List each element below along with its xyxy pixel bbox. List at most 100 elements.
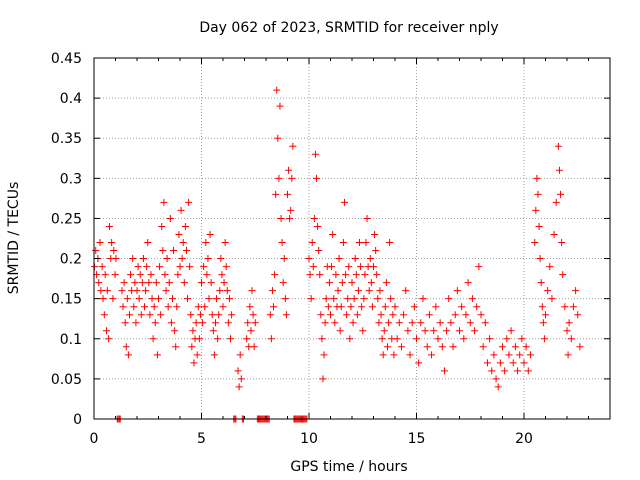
data-point (273, 86, 281, 94)
data-point (310, 214, 318, 222)
data-point (434, 335, 442, 343)
data-point (358, 303, 366, 311)
data-point (130, 303, 138, 311)
data-point (99, 295, 107, 303)
data-point (188, 343, 196, 351)
data-point (235, 383, 243, 391)
data-point (417, 319, 425, 327)
data-point (209, 327, 217, 335)
data-point (147, 271, 155, 279)
data-point (244, 319, 252, 327)
data-point (374, 295, 382, 303)
data-point (311, 150, 319, 158)
data-point (511, 343, 519, 351)
data-point (96, 239, 104, 247)
data-point (133, 287, 141, 295)
data-point (281, 295, 289, 303)
data-point (339, 239, 347, 247)
data-point (532, 206, 540, 214)
data-point (123, 295, 131, 303)
data-point (278, 239, 286, 247)
data-point (174, 271, 182, 279)
x-tick-label: 0 (90, 431, 99, 447)
data-point (119, 303, 127, 311)
data-point (129, 255, 137, 263)
data-point (146, 311, 154, 319)
data-point (397, 343, 405, 351)
data-point (356, 239, 364, 247)
data-point (375, 319, 383, 327)
data-point (187, 311, 195, 319)
data-point (158, 222, 166, 230)
y-tick-label: 0.15 (51, 292, 82, 308)
data-point (380, 327, 388, 335)
data-point (353, 311, 361, 319)
data-point (272, 190, 280, 198)
data-point (400, 311, 408, 319)
data-point (368, 303, 376, 311)
data-point (157, 311, 165, 319)
data-point (247, 327, 255, 335)
data-point (150, 303, 158, 311)
data-point (121, 319, 129, 327)
data-point (135, 295, 143, 303)
data-point (386, 239, 394, 247)
data-point (359, 327, 367, 335)
data-point (322, 295, 330, 303)
data-point (102, 327, 110, 335)
data-point (473, 303, 481, 311)
data-point (563, 327, 571, 335)
data-point (223, 287, 231, 295)
data-point (215, 311, 223, 319)
data-point (395, 319, 403, 327)
data-point (164, 303, 172, 311)
data-point (149, 335, 157, 343)
data-point (338, 279, 346, 287)
data-point (173, 303, 181, 311)
data-point (277, 214, 285, 222)
data-point (496, 359, 504, 367)
data-point (282, 311, 290, 319)
data-point (319, 375, 327, 383)
data-point (207, 279, 215, 287)
data-point (327, 311, 334, 319)
data-point (342, 271, 350, 279)
data-point (438, 343, 446, 351)
data-point (198, 279, 205, 287)
data-point (550, 230, 558, 238)
data-point (318, 335, 326, 343)
data-point (92, 247, 100, 255)
data-point (109, 295, 117, 303)
data-point (195, 335, 203, 343)
data-point (213, 295, 221, 303)
data-point (193, 351, 201, 359)
data-point (569, 303, 577, 311)
data-point (221, 239, 229, 247)
axis-ticks (93, 57, 611, 420)
data-point (501, 367, 509, 375)
chart-title: Day 062 of 2023, SRMTID for receiver npl… (199, 20, 498, 36)
data-point (196, 311, 204, 319)
data-point (211, 319, 219, 327)
data-point (181, 222, 189, 230)
data-point (436, 319, 444, 327)
data-point (172, 343, 180, 351)
data-point (227, 335, 235, 343)
data-point (539, 319, 547, 327)
data-point (248, 287, 256, 295)
data-point (402, 287, 410, 295)
data-point (175, 230, 183, 238)
data-point (383, 343, 391, 351)
data-point (315, 247, 323, 255)
data-point (141, 303, 149, 311)
data-point (182, 247, 190, 255)
data-point (534, 190, 542, 198)
y-tick-labels: 0 0.05 0.1 0.15 0.2 0.25 0.3 0.35 0.4 0.45 (51, 51, 82, 428)
data-point (199, 319, 207, 327)
data-point (486, 335, 494, 343)
data-point (520, 359, 528, 367)
data-point (151, 319, 159, 327)
data-point (306, 271, 314, 279)
data-point (202, 239, 210, 247)
data-point (360, 295, 368, 303)
